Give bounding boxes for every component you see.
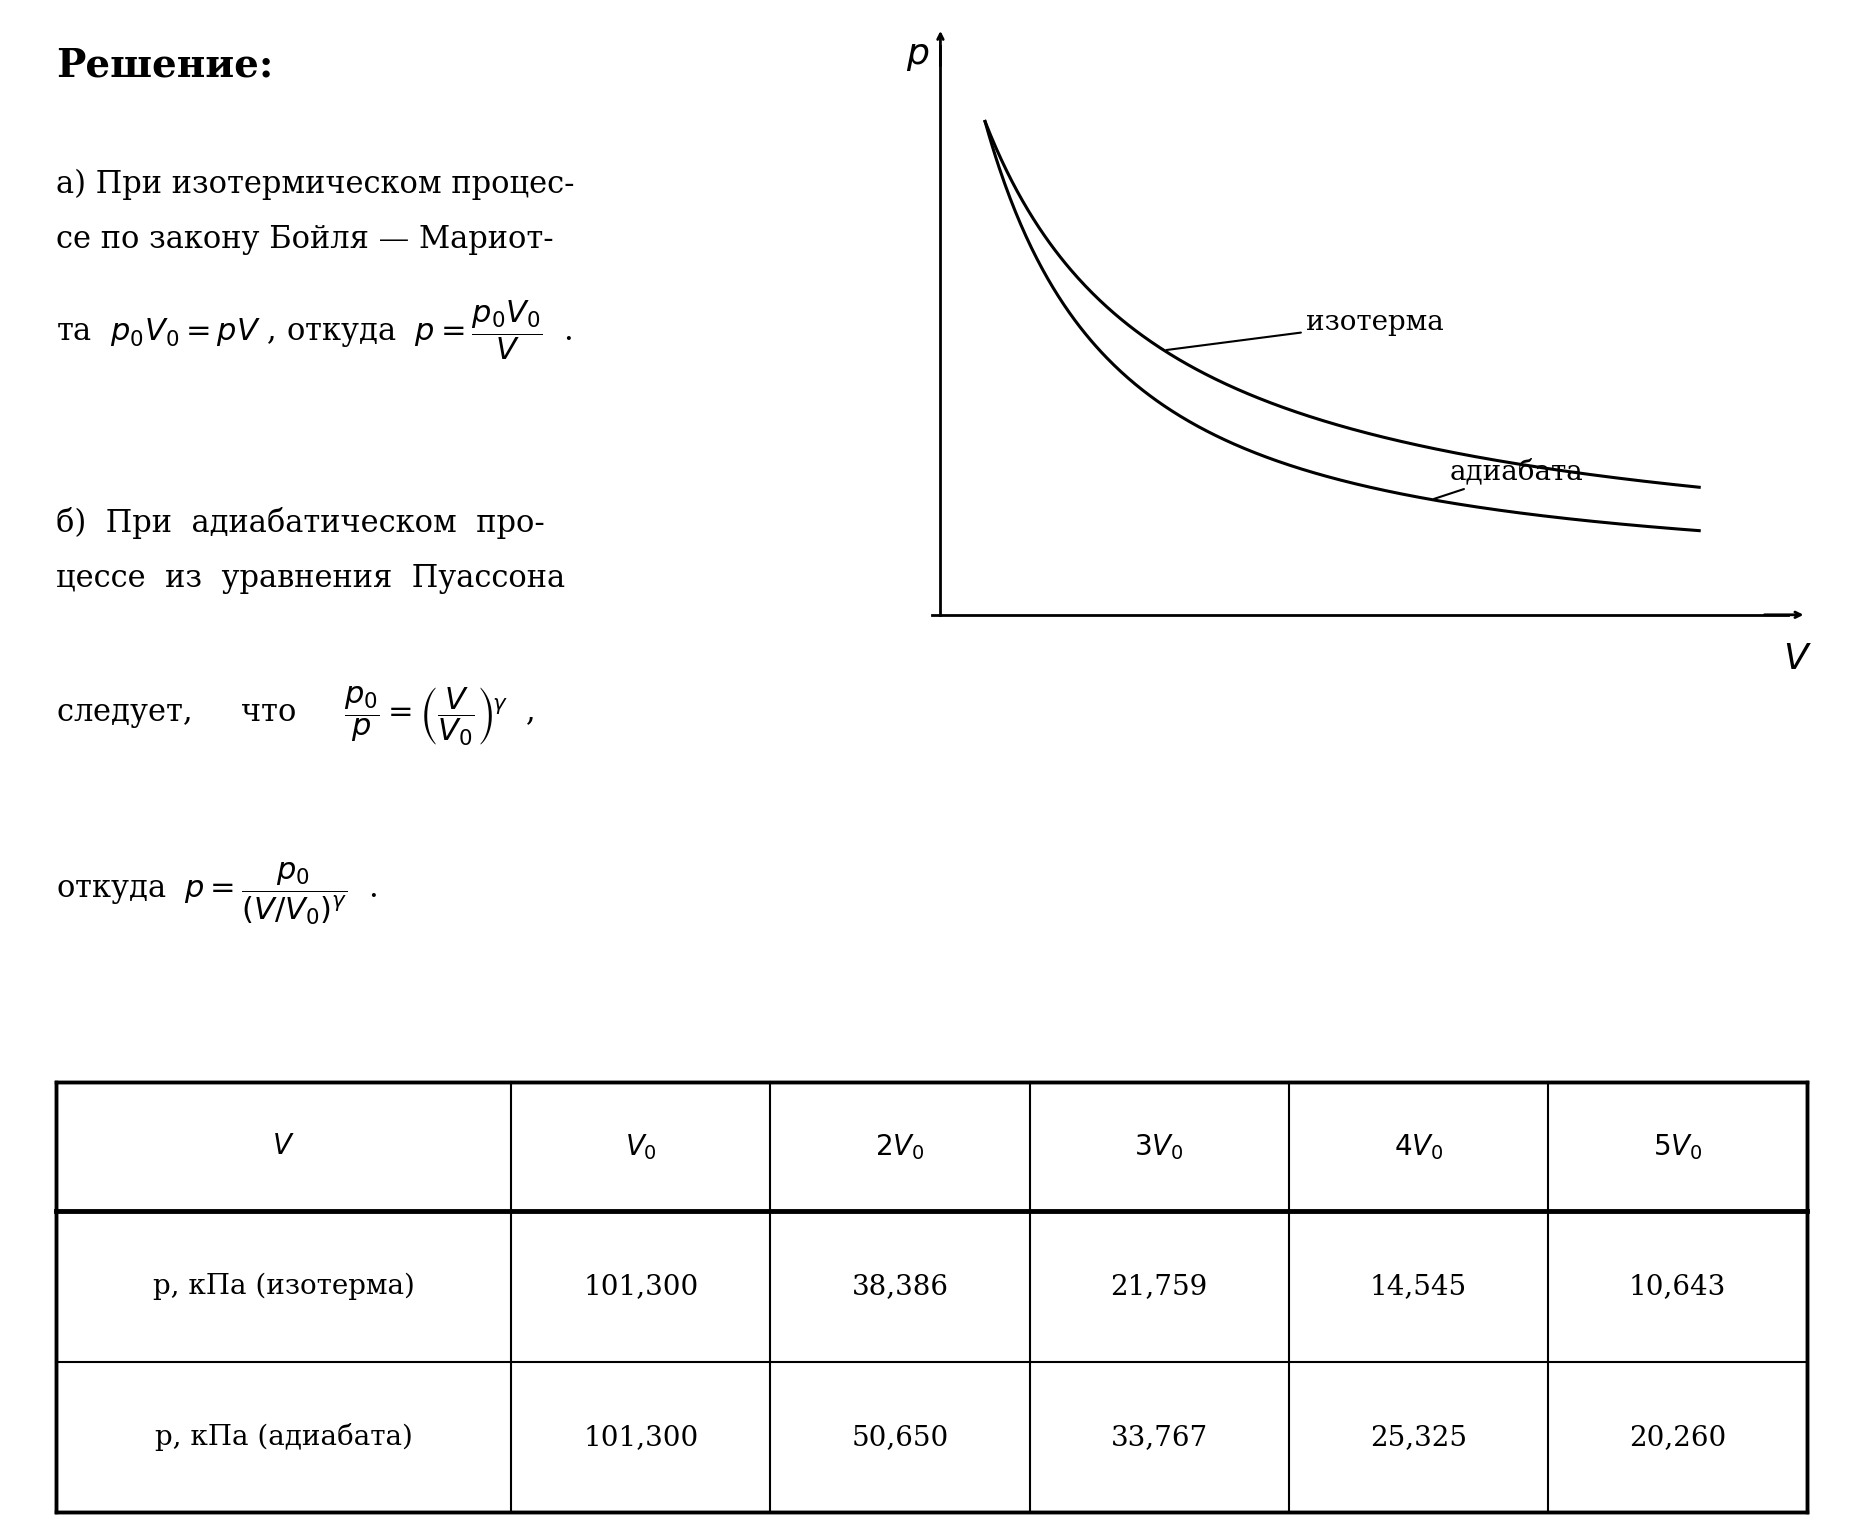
- Bar: [771, 1362, 1030, 1512]
- Text: $p$: $p$: [905, 38, 930, 74]
- Text: 21,759: 21,759: [1110, 1273, 1207, 1300]
- Bar: [1030, 1082, 1289, 1211]
- Text: следует,     что     $\dfrac{p_0}{p} = \left(\dfrac{V}{V_0}\right)^{\!\gamma}$  : следует, что $\dfrac{p_0}{p} = \left(\df…: [56, 684, 533, 747]
- Bar: [510, 1082, 771, 1211]
- Text: 14,545: 14,545: [1369, 1273, 1466, 1300]
- Text: $2V_0$: $2V_0$: [876, 1131, 924, 1162]
- Bar: [1289, 1082, 1548, 1211]
- Bar: [1289, 1362, 1548, 1512]
- Text: $V$: $V$: [1783, 642, 1813, 676]
- Text: $V$: $V$: [272, 1133, 294, 1160]
- Text: 50,650: 50,650: [851, 1423, 948, 1451]
- Text: 20,260: 20,260: [1628, 1423, 1727, 1451]
- Text: 25,325: 25,325: [1369, 1423, 1466, 1451]
- Text: $5V_0$: $5V_0$: [1652, 1131, 1703, 1162]
- Bar: [771, 1211, 1030, 1362]
- Text: откуда  $p = \dfrac{p_0}{(V / V_0)^{\gamma}}$  .: откуда $p = \dfrac{p_0}{(V / V_0)^{\gamm…: [56, 861, 378, 927]
- Bar: [510, 1211, 771, 1362]
- Text: p, кПа (изотерма): p, кПа (изотерма): [153, 1273, 414, 1300]
- Text: p, кПа (адиабата): p, кПа (адиабата): [155, 1423, 412, 1451]
- Text: изотерма: изотерма: [1166, 309, 1444, 350]
- Text: адиабата: адиабата: [1435, 458, 1584, 500]
- Text: 101,300: 101,300: [583, 1423, 699, 1451]
- Text: 10,643: 10,643: [1628, 1273, 1727, 1300]
- Text: 33,767: 33,767: [1110, 1423, 1207, 1451]
- Bar: [56, 1362, 510, 1512]
- Bar: [1548, 1362, 1807, 1512]
- Bar: [1548, 1211, 1807, 1362]
- Text: $V_0$: $V_0$: [624, 1131, 658, 1162]
- Bar: [1548, 1082, 1807, 1211]
- Bar: [771, 1082, 1030, 1211]
- Text: 101,300: 101,300: [583, 1273, 699, 1300]
- Bar: [1030, 1362, 1289, 1512]
- Text: а) При изотермическом процес-
се по закону Бойля — Мариот-
та  $p_0V_0 = pV$ , о: а) При изотермическом процес- се по зако…: [56, 169, 574, 361]
- Bar: [56, 1211, 510, 1362]
- Text: $4V_0$: $4V_0$: [1394, 1131, 1444, 1162]
- Bar: [1289, 1211, 1548, 1362]
- Bar: [510, 1362, 771, 1512]
- Text: Решение:: Решение:: [56, 46, 274, 85]
- Bar: [1030, 1211, 1289, 1362]
- Bar: [56, 1082, 510, 1211]
- Text: б)  При  адиабатическом  про-
цессе  из  уравнения  Пуассона: б) При адиабатическом про- цессе из урав…: [56, 507, 564, 595]
- Text: 38,386: 38,386: [851, 1273, 948, 1300]
- Text: $3V_0$: $3V_0$: [1135, 1131, 1185, 1162]
